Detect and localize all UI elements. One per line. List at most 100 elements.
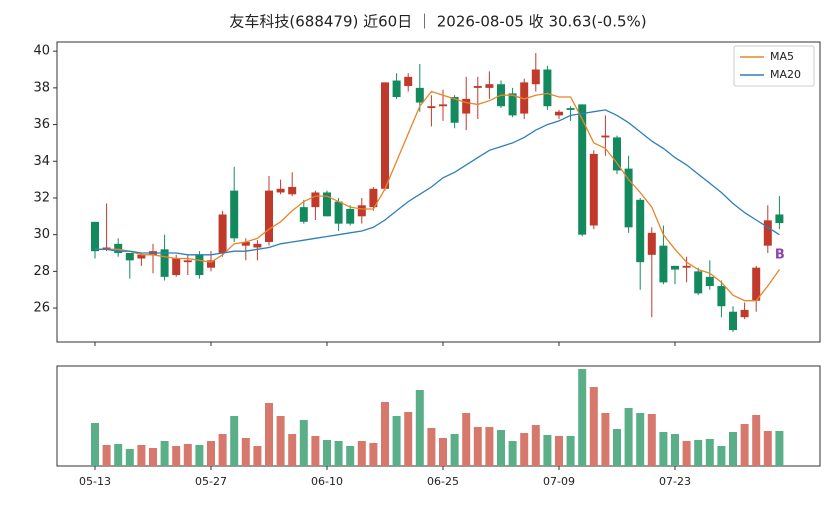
volume-bar bbox=[369, 443, 378, 466]
volume-bar bbox=[404, 412, 413, 466]
candle-body bbox=[520, 82, 529, 114]
volume-bar bbox=[427, 428, 436, 466]
volume-bar bbox=[752, 415, 761, 466]
candle-body bbox=[705, 276, 714, 287]
volume-bar bbox=[149, 448, 157, 466]
candle-body bbox=[346, 208, 355, 224]
volume-bar bbox=[137, 445, 146, 466]
x-tick-label: 05-13 bbox=[79, 475, 111, 488]
candle-body bbox=[450, 97, 459, 123]
volume-bar bbox=[207, 441, 215, 466]
volume-bar bbox=[450, 434, 459, 466]
volume-bar bbox=[694, 440, 703, 466]
candle-body bbox=[578, 104, 587, 235]
volume-bar bbox=[357, 441, 366, 466]
candle-body bbox=[288, 186, 297, 195]
candle-body bbox=[125, 253, 134, 261]
x-tick-label: 05-27 bbox=[195, 475, 227, 488]
candle-body bbox=[717, 286, 726, 307]
volume-bar bbox=[589, 387, 598, 466]
candle-body bbox=[334, 201, 343, 224]
volume-bar bbox=[555, 436, 563, 466]
candle-body bbox=[659, 245, 668, 283]
volume-bar bbox=[299, 420, 308, 466]
legend-label: MA20 bbox=[770, 68, 801, 81]
volume-bar bbox=[578, 369, 587, 466]
volume-bar bbox=[531, 425, 540, 466]
volume-bar bbox=[114, 444, 123, 466]
volume-bar bbox=[763, 431, 772, 466]
candle-body bbox=[102, 247, 111, 250]
candle-body bbox=[253, 243, 262, 248]
y-tick-label: 26 bbox=[33, 301, 50, 316]
candle-body bbox=[462, 98, 471, 114]
candle-body bbox=[508, 93, 517, 116]
volume-bar bbox=[485, 427, 494, 466]
volume-bar bbox=[671, 434, 679, 466]
candle-body bbox=[531, 69, 540, 85]
y-tick-label: 36 bbox=[33, 117, 50, 132]
volume-bar bbox=[717, 446, 726, 466]
volume-bar bbox=[91, 423, 99, 466]
candle-body bbox=[439, 104, 447, 107]
y-tick-label: 32 bbox=[33, 190, 50, 205]
volume-bar bbox=[729, 432, 737, 466]
candle-body bbox=[485, 84, 494, 88]
volume-bar bbox=[624, 408, 633, 466]
candle-body bbox=[311, 192, 320, 208]
volume-bar bbox=[241, 438, 250, 466]
candle-body bbox=[473, 86, 482, 88]
candle-body bbox=[160, 249, 169, 277]
y-tick-label: 30 bbox=[33, 227, 50, 242]
candle-body bbox=[114, 243, 123, 254]
candle-body bbox=[137, 254, 146, 259]
y-tick-label: 38 bbox=[33, 80, 50, 95]
volume-bar bbox=[508, 441, 517, 466]
volume-bar bbox=[346, 446, 355, 466]
volume-bar bbox=[218, 434, 227, 466]
volume-bar bbox=[543, 435, 552, 466]
volume-bar bbox=[705, 439, 714, 466]
x-tick-label: 06-10 bbox=[311, 475, 343, 488]
legend-label: MA5 bbox=[770, 50, 794, 63]
volume-bar bbox=[415, 390, 424, 466]
candle-body bbox=[218, 214, 227, 254]
volume-bar bbox=[125, 449, 134, 466]
y-tick-label: 34 bbox=[33, 154, 50, 169]
candle-body bbox=[241, 242, 250, 246]
volume-bar bbox=[647, 414, 656, 466]
candle-body bbox=[230, 190, 239, 239]
volume-bar bbox=[682, 441, 691, 466]
candle-body bbox=[357, 205, 366, 217]
volume-bar bbox=[183, 444, 192, 466]
volume-bar bbox=[613, 429, 621, 466]
volume-bar bbox=[473, 427, 482, 466]
candle-body bbox=[752, 267, 761, 301]
candle-body bbox=[207, 260, 215, 268]
volume-bar bbox=[775, 431, 784, 466]
volume-bar bbox=[276, 416, 285, 466]
volume-bar bbox=[659, 432, 668, 466]
candle-body bbox=[543, 69, 552, 107]
ma-line bbox=[95, 90, 780, 302]
candle-body bbox=[589, 153, 598, 226]
candle-body bbox=[392, 80, 401, 98]
legend-box bbox=[733, 45, 815, 87]
volume-panel bbox=[56, 365, 821, 467]
candle-body bbox=[195, 254, 204, 276]
volume-bar bbox=[102, 445, 111, 466]
candle-body bbox=[636, 199, 645, 263]
candle-body bbox=[183, 260, 192, 263]
volume-bar bbox=[601, 413, 610, 466]
candle-body bbox=[415, 87, 424, 103]
volume-bar bbox=[462, 413, 471, 466]
candle-body bbox=[729, 311, 737, 331]
x-tick-label: 07-23 bbox=[659, 475, 691, 488]
volume-bar bbox=[497, 430, 505, 466]
candle-body bbox=[613, 137, 621, 171]
candle-body bbox=[381, 82, 389, 189]
volume-bar bbox=[740, 424, 749, 466]
volume-bar bbox=[392, 416, 401, 466]
candle-body bbox=[172, 258, 181, 276]
